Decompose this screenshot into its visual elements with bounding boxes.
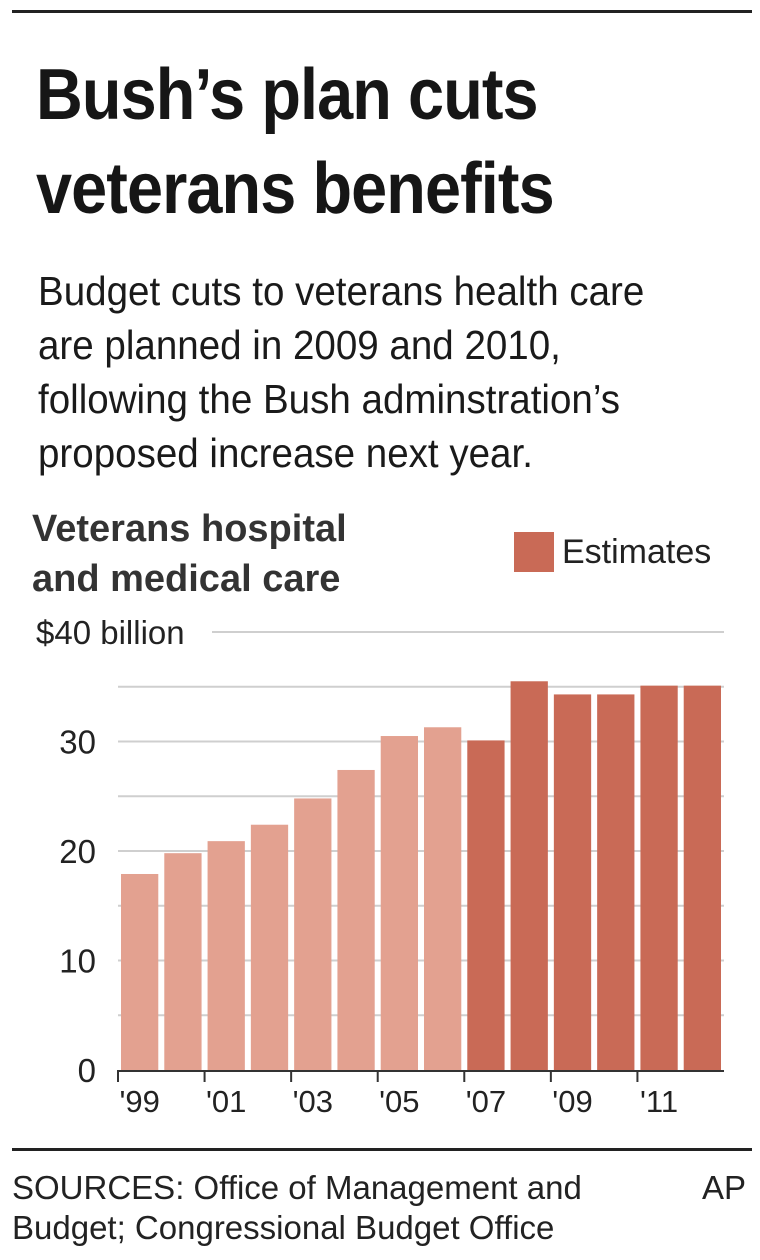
- bar: [640, 685, 678, 1070]
- subtitle-line: following the Bush adminstration’s: [38, 376, 621, 422]
- bar: [467, 740, 505, 1070]
- credit: AP: [701, 1169, 746, 1206]
- bottom-rule: [12, 1148, 752, 1151]
- y-tick-label: $40 billion: [36, 614, 185, 651]
- bar: [597, 694, 635, 1070]
- bar: [121, 873, 159, 1070]
- chart-title-line: and medical care: [32, 558, 341, 600]
- top-rule: [12, 10, 752, 13]
- chart-title: Veterans hospital and medical care: [32, 504, 347, 604]
- bar: [553, 694, 592, 1070]
- chart-title-line: Veterans hospital: [32, 508, 347, 550]
- bar: [337, 769, 375, 1070]
- y-tick-label: 10: [59, 943, 96, 980]
- subtitle-line: Budget cuts to veterans health care: [38, 268, 645, 314]
- x-tick-label: '11: [640, 1084, 678, 1119]
- sources-line: SOURCES: Office of Management and: [12, 1169, 582, 1206]
- bar: [510, 681, 548, 1070]
- bar: [207, 841, 245, 1070]
- headline-line: Bush’s plan cuts: [36, 55, 539, 135]
- bar: [683, 685, 721, 1070]
- bar: [424, 727, 462, 1070]
- sources-line: Budget; Congressional Budget Office: [12, 1209, 555, 1246]
- x-tick-label: '01: [206, 1084, 246, 1119]
- x-tick-label: '09: [552, 1084, 592, 1119]
- headline: Bush’s plan cuts veterans benefits: [36, 48, 666, 236]
- headline-line: veterans benefits: [36, 149, 555, 229]
- subtitle: Budget cuts to veterans health care are …: [38, 264, 715, 480]
- x-tick-label: '99: [119, 1084, 159, 1119]
- subtitle-line: are planned in 2009 and 2010,: [38, 322, 561, 368]
- bar: [380, 736, 418, 1070]
- bar-chart: 0 10 20 30 $40 billion '99 '01 '03 '05 '07 '09 '11: [36, 614, 724, 1119]
- legend-label: Estimates: [562, 532, 712, 571]
- x-tick-label: '07: [466, 1084, 506, 1119]
- bar: [294, 798, 332, 1070]
- bar: [250, 824, 289, 1070]
- y-tick-label: 0: [78, 1052, 96, 1089]
- sources-note: SOURCES: Office of Management and Budget…: [12, 1168, 582, 1248]
- subtitle-line: proposed increase next year.: [38, 430, 533, 476]
- legend-swatch: [514, 532, 554, 572]
- x-tick-label: '05: [379, 1084, 419, 1119]
- x-tick-label: '03: [293, 1084, 333, 1119]
- bar: [164, 853, 202, 1070]
- legend: Estimates: [514, 532, 711, 572]
- y-tick-label: 30: [59, 724, 96, 761]
- y-tick-label: 20: [59, 833, 96, 870]
